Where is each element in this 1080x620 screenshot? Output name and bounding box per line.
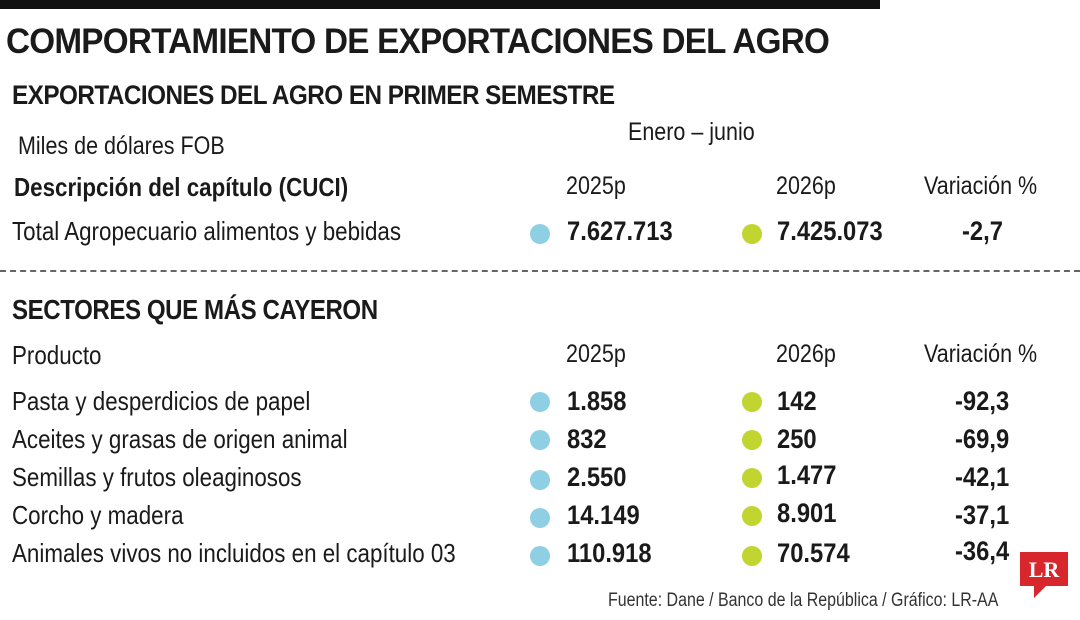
row-label: Semillas y frutos oleaginosos [12,462,302,492]
row-label: Aceites y grasas de origen animal [12,424,348,454]
dashed-divider [0,270,1080,272]
lr-logo-icon: LR [1020,552,1068,598]
dot-2025-icon [530,224,550,244]
dot-2025-icon [530,508,550,528]
row-label: Animales vivos no incluidos en el capítu… [12,538,456,568]
header-description: Descripción del capítulo (CUCI) [14,172,349,202]
value-variation: -36,4 [955,536,1010,566]
value-2025: 110.918 [567,538,652,568]
section-title-sectors: SECTORES QUE MÁS CAYERON [12,294,378,325]
dot-2026-icon [742,546,762,566]
value-2025: 7.627.713 [567,216,673,246]
dot-2025-icon [530,392,550,412]
header-2026: 2026p [776,172,836,200]
top-rule [0,0,880,9]
header-variation: Variación % [924,340,1038,368]
row-label: Total Agropecuario alimentos y bebidas [12,216,402,246]
dot-2026-icon [742,506,762,526]
value-2026: 250 [777,424,817,454]
dot-2025-icon [530,546,550,566]
value-2025: 832 [567,424,607,454]
value-2026: 8.901 [777,498,837,528]
dot-2026-icon [742,468,762,488]
value-variation: -92,3 [955,386,1010,416]
dot-2026-icon [742,430,762,450]
header-variation: Variación % [924,172,1038,200]
value-2026: 70.574 [777,538,850,568]
section-title-semester: EXPORTACIONES DEL AGRO EN PRIMER SEMESTR… [12,80,615,110]
value-variation: -37,1 [955,500,1010,530]
value-2025: 14.149 [567,500,640,530]
value-2026: 1.477 [777,460,837,490]
header-2026: 2026p [776,340,836,368]
source-note: Fuente: Dane / Banco de la República / G… [608,590,999,611]
logo-text: LR [1029,557,1061,582]
dot-2026-icon [742,224,762,244]
row-label: Corcho y madera [12,500,184,530]
units-label: Miles de dólares FOB [18,132,225,160]
value-2026: 7.425.073 [777,216,883,246]
value-variation: -2,7 [962,216,1003,246]
dot-2025-icon [530,470,550,490]
header-2025: 2025p [566,340,626,368]
header-product: Producto [12,340,102,370]
value-2025: 1.858 [567,386,627,416]
value-2026: 142 [777,386,817,416]
dot-2026-icon [742,392,762,412]
period-label: Enero – junio [628,118,755,146]
header-2025: 2025p [566,172,626,200]
dot-2025-icon [530,430,550,450]
value-2025: 2.550 [567,462,627,492]
value-variation: -42,1 [955,462,1010,492]
row-label: Pasta y desperdicios de papel [12,386,311,416]
page-title: COMPORTAMIENTO DE EXPORTACIONES DEL AGRO [6,22,830,61]
value-variation: -69,9 [955,424,1010,454]
